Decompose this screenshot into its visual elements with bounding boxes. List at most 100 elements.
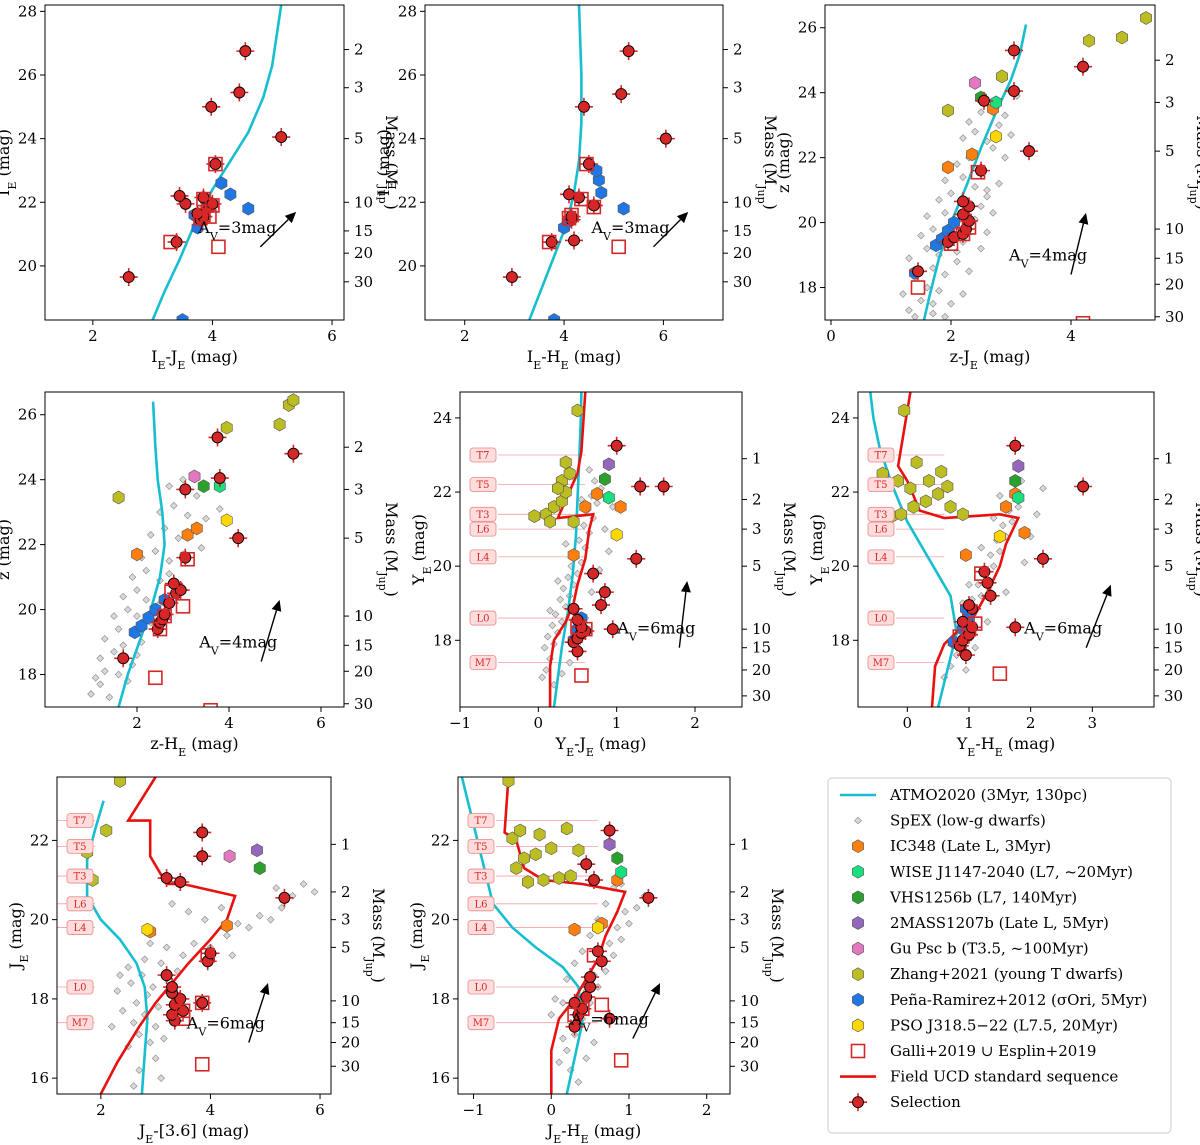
selection-point [1006,436,1025,455]
selection-point [619,42,638,61]
spex-point [217,903,226,912]
y-tick-label: 18 [831,631,850,649]
selection-point [114,649,133,668]
mass-tick-label: 30 [733,273,752,291]
spex-point [119,641,128,650]
spex-point [574,1078,583,1086]
x-tick-label: −1 [449,714,471,732]
mass-tick-label: 3 [740,911,750,929]
zhang-point [560,821,573,836]
legend-label: Galli+2019 ∪ Esplin+2019 [890,1042,1096,1060]
extinction-arrowhead [1078,212,1089,225]
extinction-label: AV=6mag [616,619,695,644]
x-axis-label: IE-HE (mag) [527,347,621,372]
spex-point [1001,153,1009,162]
galli-square [910,280,926,295]
atmo-curve [460,777,584,1094]
zhang-point [551,481,564,496]
svg-text:T5: T5 [874,480,887,491]
x-tick-label: 2 [1026,714,1036,732]
spt-label: M7 [467,1015,495,1031]
selection-point [202,97,221,116]
spex-point [538,673,547,682]
selection-point [210,469,229,488]
svg-text:T7: T7 [874,451,887,462]
mass-tick-label: 1 [740,835,750,853]
zhang-point [112,490,125,505]
spex-point [989,514,998,522]
extinction-arrowhead [650,983,661,996]
mass-tick-label: 10 [341,992,360,1010]
galli-square [611,239,627,255]
spex-point [127,979,135,987]
spt-label: L6 [469,521,497,537]
selection-point [1005,82,1023,101]
zhang-point [559,455,572,470]
spex-point [154,1003,163,1011]
y-tick-label: 24 [798,84,817,102]
zhang-point [898,403,911,418]
spex-point [561,540,570,548]
spex-point [965,118,973,126]
galli-square [180,551,195,567]
selection-point [585,871,603,890]
spex-point [983,617,992,626]
spex-point [917,231,925,240]
spex-point [118,1006,127,1015]
extinction-arrowhead [680,581,691,593]
selection-point [600,821,619,840]
zhang-point [956,507,969,522]
pso-point [591,920,604,935]
selection-point [170,186,189,205]
mass-tick-label: 2 [740,883,750,901]
spex-point [119,592,128,601]
selection-point [565,1017,584,1036]
mass2m-point [602,457,615,472]
spt-label: L4 [867,549,895,565]
spex-point [905,254,913,263]
spex-point [947,189,955,198]
spex-point [947,299,955,308]
zhang-point [545,841,558,856]
y-tick-label: 20 [431,911,450,929]
selection-point [956,646,975,665]
x-tick-label: 1 [964,714,974,732]
x-tick-label: 6 [327,327,337,345]
zhang-point [1083,33,1095,48]
extinction-arrow [259,218,289,248]
y-tick-label: 18 [798,279,817,297]
zhang-point [942,103,954,118]
ic348-point [959,548,972,562]
spex-point [149,983,157,991]
gupsc-point [188,469,201,484]
ic348-point [567,548,580,562]
svg-text:T7: T7 [73,816,86,827]
atmo-curve [151,5,283,320]
galli-square [193,210,208,226]
galli-square [175,1011,191,1027]
spex-point [565,658,574,667]
mass-tick-label: 5 [733,130,743,148]
y-tick-label: 28 [398,2,417,20]
selection-point [1006,618,1025,637]
mass-tick-label: 15 [733,222,752,240]
svg-text:L0: L0 [73,983,86,994]
selection-point [157,869,176,888]
galli-square [211,239,226,255]
spex-point [971,643,979,652]
pena-point [215,176,228,191]
x-axis-label: IE-JE (mag) [151,347,238,372]
spex-point [197,544,206,552]
spex-point [995,121,1003,129]
extinction-arrow [1085,594,1108,648]
selection-point [193,823,212,842]
x-tick-label: 3 [1088,714,1098,732]
svg-text:M7: M7 [873,658,890,669]
zhang-point [514,823,527,838]
svg-text:L0: L0 [874,614,887,625]
spex-point [996,491,1004,500]
galli-square [943,236,959,251]
mass-tick-label: 20 [740,1033,759,1051]
spex-point [971,127,979,136]
